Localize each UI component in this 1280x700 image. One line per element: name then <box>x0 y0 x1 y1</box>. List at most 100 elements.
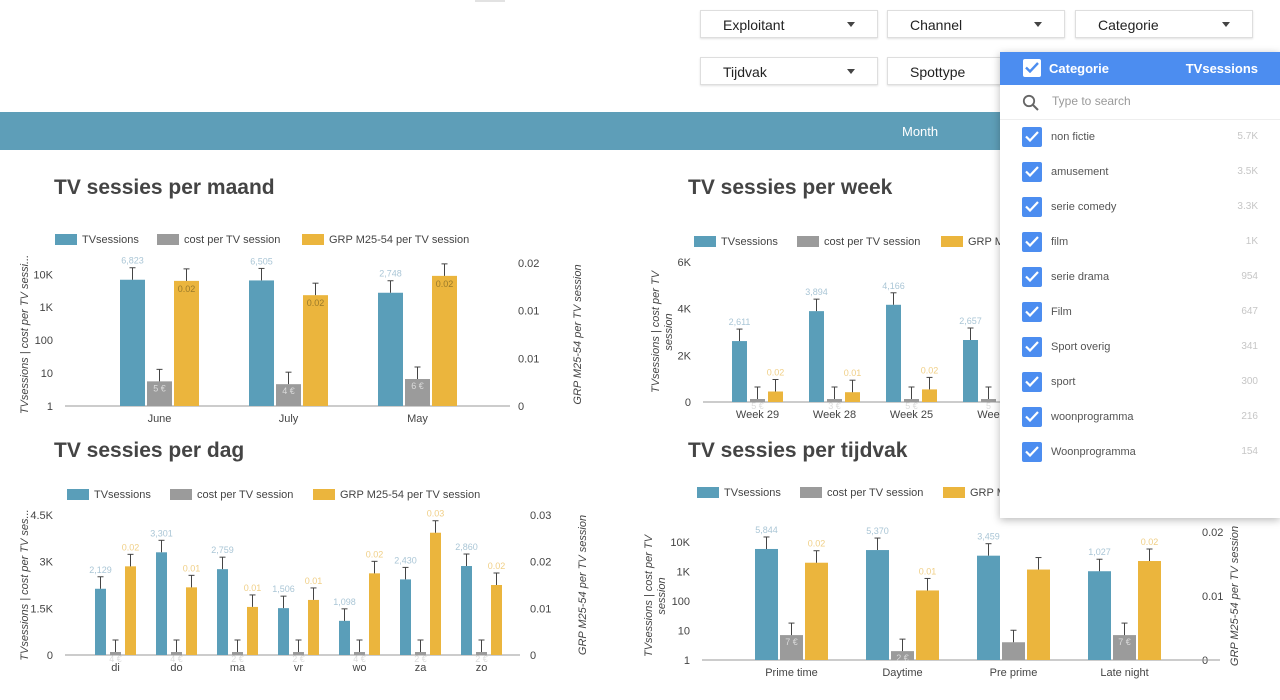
option-checkbox[interactable] <box>1022 267 1042 287</box>
bar-cost <box>354 652 365 655</box>
category-label: wo <box>351 662 366 674</box>
search-icon <box>1022 94 1039 111</box>
bar-grp <box>247 606 258 655</box>
left-tick-label: 10K <box>670 537 690 549</box>
left-tick-label: 1K <box>677 567 691 579</box>
option-checkbox[interactable] <box>1022 127 1042 147</box>
left-tick-label: 0 <box>47 650 53 662</box>
dropdown-option[interactable]: amusement 3.5K <box>1000 156 1280 190</box>
option-checkbox[interactable] <box>1022 197 1042 217</box>
bar-grp <box>125 566 136 655</box>
option-label: film <box>1051 236 1069 248</box>
caret-down-icon <box>1222 22 1230 27</box>
category-label: Late night <box>1100 667 1148 679</box>
left-tick-label: 100 <box>672 596 690 608</box>
data-label: 6,505 <box>250 256 273 266</box>
caret-down-icon <box>847 69 855 74</box>
dropdown-option[interactable]: Film 647 <box>1000 296 1280 330</box>
data-label: 0.01 <box>844 368 862 378</box>
option-checkbox[interactable] <box>1022 372 1042 392</box>
bar-cost <box>891 651 914 660</box>
left-tick-label: 3K <box>40 557 54 569</box>
option-checkbox[interactable] <box>1022 442 1042 462</box>
caret-down-icon <box>847 22 855 27</box>
data-label: 2 € <box>292 654 305 664</box>
bar-tvsessions <box>120 279 145 406</box>
select-all-checkbox[interactable] <box>1023 59 1041 77</box>
channel-filter[interactable]: Channel <box>887 10 1065 38</box>
category-label: May <box>407 413 428 425</box>
legend-label: GRP M <box>970 487 1006 499</box>
right-tick-label: 0 <box>518 401 524 413</box>
data-label: 0.02 <box>122 542 140 552</box>
checkmark-icon <box>1025 341 1039 352</box>
dropdown-option[interactable]: Sport overig 341 <box>1000 331 1280 365</box>
legend-swatch <box>157 234 179 245</box>
dropdown-header[interactable]: Categorie TVsessions <box>1000 52 1280 85</box>
categorie-filter[interactable]: Categorie <box>1075 10 1253 38</box>
option-checkbox[interactable] <box>1022 232 1042 252</box>
chart-maand: TVsessions cost per TV session GRP M25-54 … <box>19 234 584 425</box>
category-label: di <box>111 662 120 674</box>
left-axis-title: TVsessions | cost per TVsession <box>643 533 668 657</box>
option-count: 341 <box>1241 341 1258 352</box>
bar-tvsessions <box>1088 571 1111 660</box>
dropdown-option[interactable]: film 1K <box>1000 226 1280 260</box>
bar-tvsessions <box>977 555 1000 660</box>
legend-label: cost per TV session <box>827 487 923 499</box>
bar-tvsessions <box>339 620 350 655</box>
data-label: 3 € <box>828 401 841 411</box>
option-label: serie drama <box>1051 271 1110 283</box>
right-tick-label: 0.02 <box>1202 527 1223 539</box>
bar-grp <box>1027 569 1050 660</box>
data-label: 5 <box>986 401 991 411</box>
data-label: 2 € <box>475 654 488 664</box>
left-axis-title-line: session <box>663 313 675 350</box>
panel-title-dag: TV sessies per dag <box>54 439 245 462</box>
exploitant-filter[interactable]: Exploitant <box>700 10 878 38</box>
data-label: 7 € <box>1118 637 1131 647</box>
legend-swatch <box>55 234 77 245</box>
left-axis-title-line: TVsessions | cost per TV <box>650 269 662 393</box>
option-checkbox[interactable] <box>1022 407 1042 427</box>
dropdown-search-input[interactable] <box>1050 93 1254 109</box>
dropdown-option[interactable]: Woonprogramma 154 <box>1000 436 1280 470</box>
bar-tvsessions <box>461 566 472 655</box>
data-label: 0.01 <box>183 563 201 573</box>
bar-tvsessions <box>156 552 167 655</box>
legend-swatch <box>941 236 963 247</box>
bar-cost <box>110 652 121 655</box>
data-label: 7 € <box>785 637 798 647</box>
bar-grp <box>430 532 441 655</box>
bar-tvsessions <box>278 608 289 655</box>
bar-cost <box>780 635 803 660</box>
bar-grp <box>432 275 457 406</box>
data-label: 6,823 <box>121 256 144 266</box>
data-label: 0.02 <box>1141 537 1159 547</box>
option-checkbox[interactable] <box>1022 337 1042 357</box>
tijdvak-filter[interactable]: Tijdvak <box>700 57 878 85</box>
categorie-filter-label: Categorie <box>1098 17 1159 33</box>
legend-swatch <box>797 236 819 247</box>
checkmark-icon <box>1025 166 1039 177</box>
dropdown-option[interactable]: serie drama 954 <box>1000 261 1280 295</box>
right-tick-label: 0.01 <box>518 353 539 365</box>
bar-cost <box>904 399 919 402</box>
bar-cost <box>1002 642 1025 660</box>
option-checkbox[interactable] <box>1022 162 1042 182</box>
dropdown-option[interactable]: non fictie 5.7K <box>1000 121 1280 155</box>
dropdown-option[interactable]: woonprogramma 216 <box>1000 401 1280 435</box>
option-checkbox[interactable] <box>1022 302 1042 322</box>
bar-tvsessions <box>95 588 106 655</box>
data-label: 2,759 <box>211 545 234 555</box>
left-axis-title: TVsessions | cost per TVsession <box>650 269 675 393</box>
right-tick-label: 0.02 <box>518 258 539 270</box>
right-axis-title: GRP M25-54 per TV session <box>1229 526 1241 666</box>
bar-cost <box>476 652 487 655</box>
dropdown-option[interactable]: serie comedy 3.3K <box>1000 191 1280 225</box>
left-axis-title: TVsessions | cost per TV sessi... <box>19 255 31 414</box>
bar-cost <box>293 652 304 655</box>
dropdown-option[interactable]: sport 300 <box>1000 366 1280 400</box>
legend-label: GRP M <box>968 236 1000 248</box>
data-label: 4 € <box>353 654 366 664</box>
